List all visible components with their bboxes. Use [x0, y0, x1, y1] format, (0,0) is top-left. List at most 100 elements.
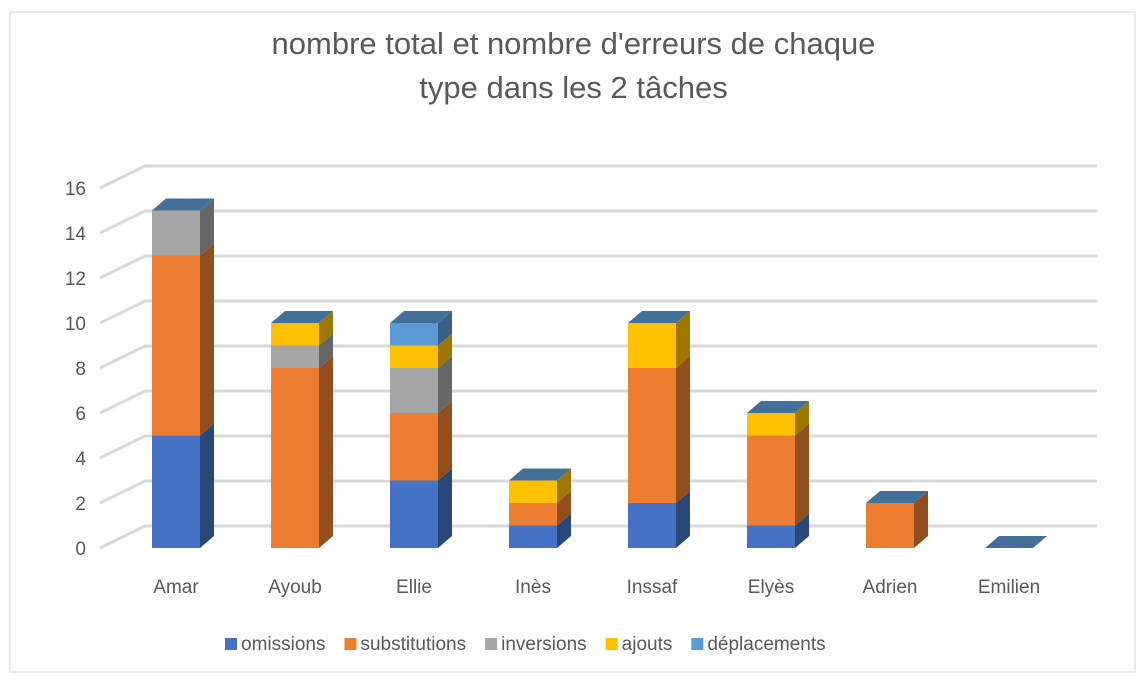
grid-line [99, 389, 1097, 415]
bar-front [152, 255, 200, 436]
chart-title: nombre total et nombre d'erreurs de chaq… [271, 26, 876, 105]
bar-front [271, 345, 319, 368]
bar-segment [271, 356, 333, 548]
bar-segment [509, 513, 571, 548]
bar-front [152, 210, 200, 256]
y-tick-label: 2 [75, 494, 86, 515]
bar-segment [985, 536, 1047, 548]
bar-top [866, 491, 928, 503]
bar-front [152, 435, 200, 548]
x-tick-label: Ayoub [268, 577, 322, 598]
bar-side [319, 356, 333, 548]
legend-swatch [225, 638, 237, 650]
bar-top [747, 401, 809, 413]
legend-swatch [605, 638, 618, 650]
bar-front [866, 503, 914, 548]
bar-front [271, 323, 319, 346]
bar-front [271, 368, 319, 548]
bar-side [200, 243, 214, 436]
bar-segment [509, 491, 571, 526]
legend-label: omissions [241, 634, 325, 655]
bar-segment [509, 468, 571, 481]
bar-top [985, 536, 1047, 548]
bar-top [628, 311, 690, 323]
grid-line [99, 209, 1097, 235]
bar-side [200, 423, 214, 548]
bar-side [438, 311, 452, 346]
bar-front [390, 368, 438, 413]
bar-segment [271, 311, 333, 346]
bar-top [271, 311, 333, 323]
bar-segment [152, 243, 214, 436]
bar-front [390, 480, 438, 548]
bar-segment [866, 491, 928, 548]
x-tick-label: Adrien [863, 577, 918, 598]
bar-side [676, 311, 690, 368]
bar-front [509, 525, 557, 548]
bar-front [509, 503, 557, 526]
bar-side [200, 198, 214, 256]
x-tick-label: Elyès [748, 577, 794, 598]
bar-segment [271, 333, 333, 368]
bar-front [628, 323, 676, 368]
bar-side [795, 423, 809, 526]
y-tick-label: 8 [75, 359, 86, 380]
x-tick-label: Amar [153, 577, 199, 598]
bar-segment [509, 468, 571, 503]
y-tick-label: 4 [75, 449, 86, 470]
x-tick-label: Ellie [396, 577, 432, 598]
bar-segment [866, 491, 928, 503]
bar-front [628, 368, 676, 503]
bar-segment [390, 356, 452, 413]
legend-swatch [344, 638, 357, 650]
bar-side [676, 356, 690, 503]
bar-front [390, 345, 438, 368]
bar-top [390, 311, 452, 323]
y-tick-label: 14 [65, 224, 87, 245]
bar-side [557, 513, 571, 548]
legend-swatch [485, 638, 498, 650]
bar-segment [390, 311, 452, 346]
bar-side [914, 491, 928, 548]
legend-label: déplacements [707, 634, 825, 655]
y-tick-label: 0 [75, 539, 86, 560]
bar-side [438, 468, 452, 548]
legend-label: substitutions [360, 634, 466, 655]
y-tick-label: 10 [65, 314, 86, 335]
bar-segment [152, 198, 214, 211]
bar-side [438, 401, 452, 481]
bar-front [390, 323, 438, 346]
bar-side [438, 333, 452, 368]
legend-swatch [691, 638, 704, 650]
bar-segment [390, 468, 452, 548]
bar-segment [628, 356, 690, 503]
bar-segment [152, 198, 214, 256]
bar-segment [747, 513, 809, 548]
bar-front [509, 480, 557, 503]
bar-segment [747, 401, 809, 413]
bar-segment [628, 311, 690, 323]
bar-segment [628, 311, 690, 368]
bar-side [438, 356, 452, 413]
bar-segment [152, 423, 214, 548]
x-tick-label: Emilien [978, 577, 1040, 598]
x-tick-label: Inès [515, 577, 551, 598]
bar-side [795, 513, 809, 548]
bar-front [747, 413, 795, 436]
bar-top [509, 468, 571, 481]
bar-segment [747, 423, 809, 526]
legend-label: ajouts [622, 634, 673, 655]
bar-side [676, 491, 690, 548]
bar-segment [747, 401, 809, 436]
bar-segment [390, 333, 452, 368]
bar-side [319, 311, 333, 346]
bar-top [152, 198, 214, 211]
grid-line [99, 299, 1097, 325]
bar-segment [628, 491, 690, 548]
bar-side [795, 401, 809, 436]
grid-line [99, 344, 1097, 370]
grid-line [99, 254, 1097, 280]
legend-label: inversions [501, 634, 587, 655]
